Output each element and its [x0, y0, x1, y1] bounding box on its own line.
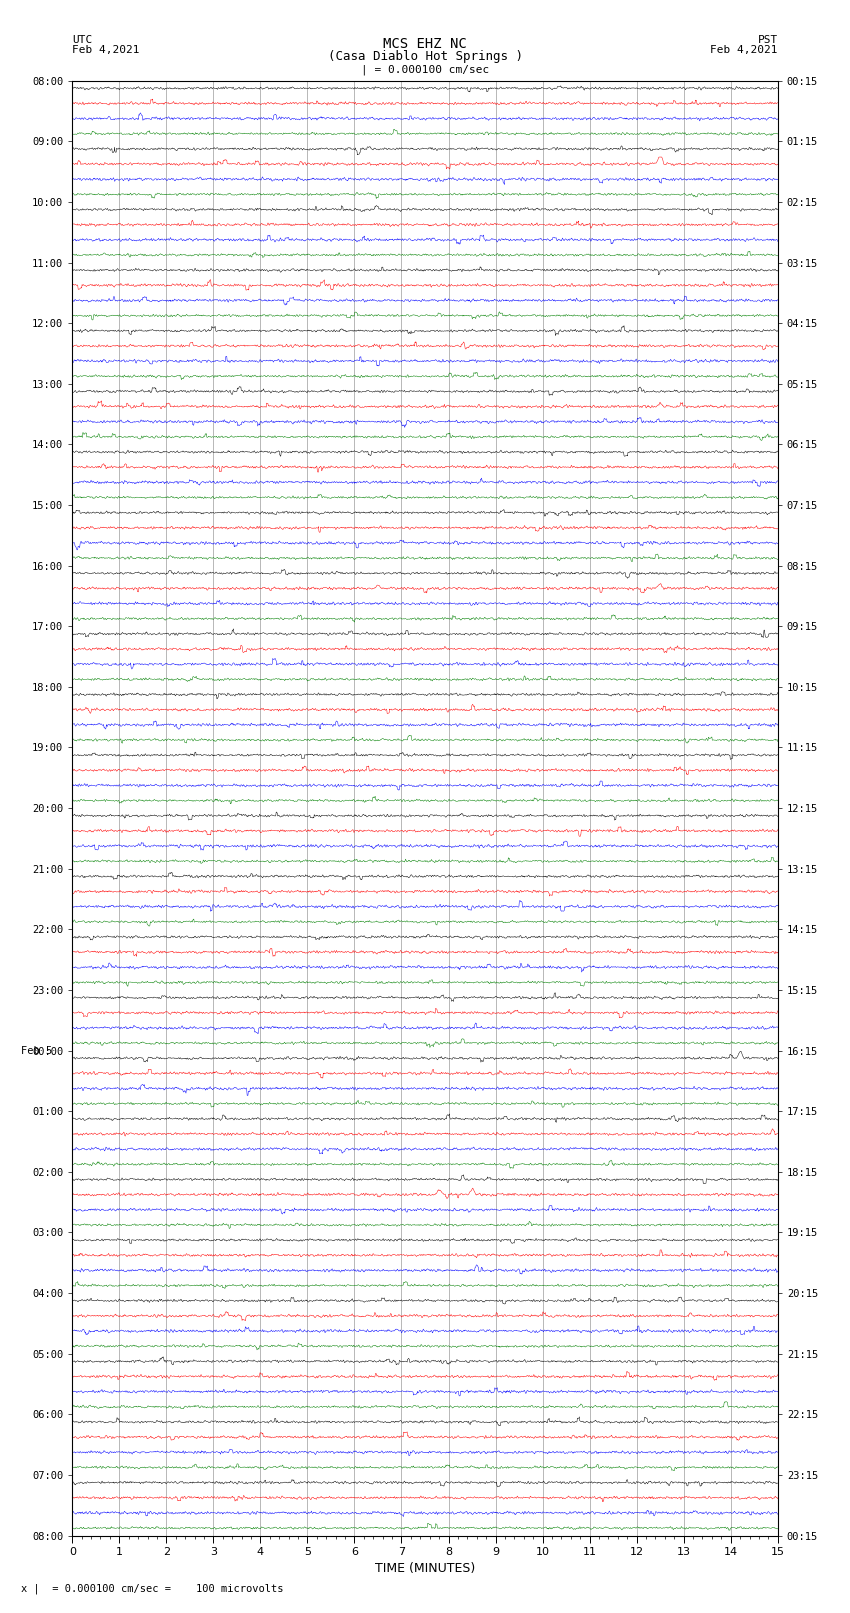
Text: PST: PST [757, 35, 778, 45]
Text: (Casa Diablo Hot Springs ): (Casa Diablo Hot Springs ) [327, 50, 523, 63]
Text: x |  = 0.000100 cm/sec =    100 microvolts: x | = 0.000100 cm/sec = 100 microvolts [21, 1582, 284, 1594]
Text: Feb 4,2021: Feb 4,2021 [72, 45, 139, 55]
Text: | = 0.000100 cm/sec: | = 0.000100 cm/sec [361, 65, 489, 76]
Text: Feb 4,2021: Feb 4,2021 [711, 45, 778, 55]
Text: MCS EHZ NC: MCS EHZ NC [383, 37, 467, 52]
X-axis label: TIME (MINUTES): TIME (MINUTES) [375, 1561, 475, 1574]
Text: Feb 5: Feb 5 [21, 1045, 53, 1055]
Text: UTC: UTC [72, 35, 93, 45]
